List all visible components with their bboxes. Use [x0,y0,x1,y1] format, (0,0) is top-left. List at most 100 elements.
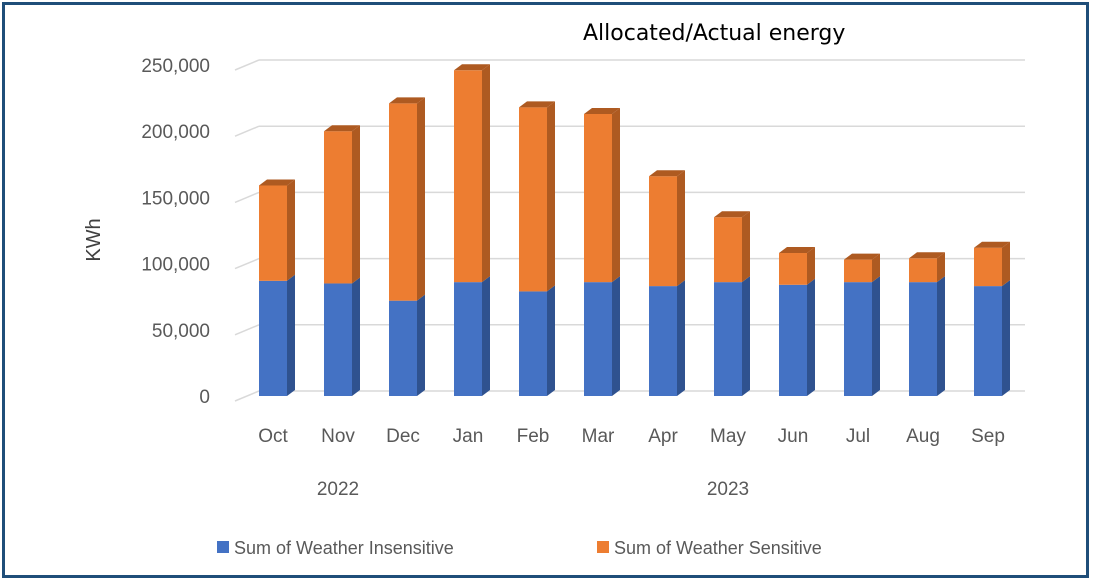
bar-front [454,70,482,283]
bar-front [714,217,742,283]
bar-side [417,294,425,396]
bar-front [714,282,742,396]
bar-side [612,276,620,396]
bar-side [677,170,685,287]
bar-side [937,276,945,396]
bar-front [324,283,352,396]
bar-front [974,247,1002,287]
bar-top [584,107,620,114]
bar-side [287,179,295,281]
x-tick-label: Nov [321,426,355,447]
x-tick-label: Jun [778,426,809,447]
bars [259,64,1010,396]
bar-side [1002,280,1010,396]
x-tick-label: Jul [846,426,870,447]
y-tick-label: 200,000 [141,122,210,143]
gridline-diagonal [234,191,260,204]
bar-aug-series-1 [909,252,945,283]
x-tick-label: Dec [386,426,420,447]
x-tick-label: Jan [453,426,484,447]
bar-front [389,103,417,301]
x-tick-label: May [710,426,746,447]
bar-side [742,211,750,283]
gridline-diagonal [234,324,260,336]
y-tick-label: 50,000 [152,321,210,342]
bar-side [352,125,360,284]
legend: Sum of Weather Insensitive Sum of Weather… [217,538,822,558]
year-label: 2023 [707,479,749,500]
bar-oct-series-1 [259,179,295,281]
bar-nov-series-1 [324,125,360,284]
bar-oct-series-0 [259,274,295,396]
bar-front [584,113,612,283]
bar-front [844,259,872,283]
legend-swatch [597,541,609,553]
bar-top [649,170,685,177]
bar-side [677,280,685,396]
gridlines [234,59,1025,402]
year-label: 2022 [317,479,359,500]
x-tick-label: Oct [258,426,288,447]
y-tick-label: 100,000 [141,255,210,276]
bar-front [649,176,677,287]
x-tick-label: Sep [971,426,1005,447]
bar-feb-series-1 [519,101,555,292]
bar-top [909,252,945,259]
bar-jun-series-0 [779,278,815,396]
bar-side [482,276,490,396]
bar-apr-series-0 [649,280,685,396]
x-tick-label: Apr [648,426,678,447]
bar-front [909,258,937,283]
bar-side [1002,241,1010,287]
bar-top [519,101,555,108]
bar-front [324,131,352,284]
bar-jan-series-0 [454,276,490,396]
gridline-diagonal [234,59,260,71]
bar-front [844,282,872,396]
bar-side [807,247,815,285]
y-axis-ticks: 0 50,000 100,000 150,000 200,000 250,000 [141,56,210,408]
bar-dec-series-1 [389,97,425,301]
bar-jul-series-1 [844,253,880,283]
bar-side [807,278,815,396]
bar-side [872,253,880,283]
bar-front [259,280,287,396]
bar-jan-series-1 [454,64,490,283]
x-tick-label: Aug [906,426,940,447]
bar-mar-series-0 [584,276,620,396]
gridline-diagonal [234,390,260,402]
legend-label: Sum of Weather Insensitive [234,538,454,558]
year-group-labels: 2022 2023 [317,479,749,500]
bar-front [649,286,677,396]
x-tick-label: Mar [582,426,615,447]
bar-side [937,252,945,283]
bar-top [974,241,1010,248]
bar-nov-series-0 [324,277,360,396]
y-tick-label: 250,000 [141,56,210,77]
bar-front [519,107,547,292]
bar-front [259,185,287,281]
bar-dec-series-0 [389,294,425,396]
bar-front [909,282,937,396]
gridline-diagonal [234,125,260,137]
y-tick-label: 0 [199,387,210,408]
y-axis-label: KWh [83,218,105,261]
bar-aug-series-0 [909,276,945,396]
bar-side [417,97,425,301]
bar-sep-series-1 [974,241,1010,287]
bar-mar-series-1 [584,107,620,283]
bar-side [482,64,490,283]
bar-side [547,101,555,292]
bar-top [389,97,425,104]
y-tick-label: 150,000 [141,188,210,209]
bar-top [324,125,360,132]
bar-front [779,253,807,285]
gridline-diagonal [234,257,260,270]
bar-side [287,274,295,396]
bar-apr-series-1 [649,170,685,287]
bar-jul-series-0 [844,276,880,396]
bar-front [389,300,417,396]
bar-front [584,282,612,396]
bar-jun-series-1 [779,247,815,285]
